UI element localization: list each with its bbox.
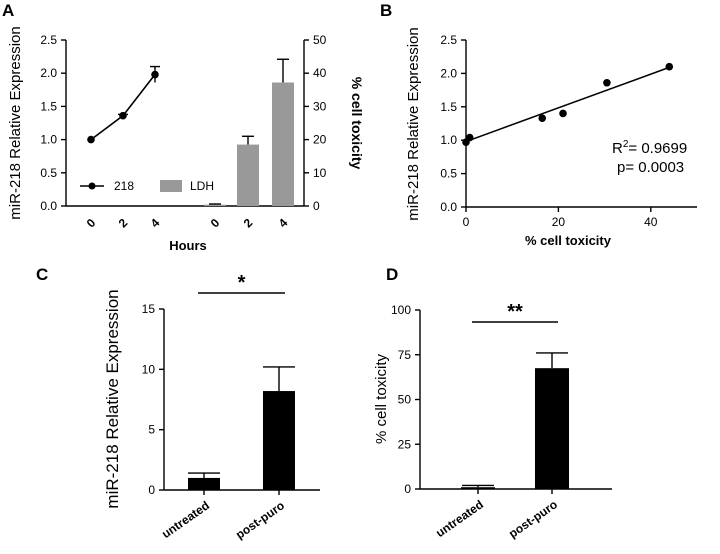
d-significance-marker: ** xyxy=(507,301,523,323)
b-regression-line xyxy=(465,66,670,143)
c-y-axis-title: miR-218 Relative Expression xyxy=(103,289,122,508)
b-y-tick-label-5: 2.5 xyxy=(440,33,457,47)
a-y2-tick-label-4: 40 xyxy=(313,66,327,80)
d-x-tick-label-1: post-puro xyxy=(506,497,560,541)
b-r-squared: R2= 0.9699 xyxy=(612,139,687,157)
a-y2-tick-label-5: 50 xyxy=(313,33,327,47)
b-x-tick-label-1: 20 xyxy=(552,215,566,229)
d-y-tick-label-3: 75 xyxy=(398,348,412,362)
c-y-tick-label-1: 5 xyxy=(148,423,155,437)
b-y-tick-label-2: 1.0 xyxy=(440,133,457,147)
b-r2-value: = 0.9699 xyxy=(628,140,687,157)
a-ldh-bar-1 xyxy=(237,144,259,206)
b-point-3 xyxy=(559,109,567,118)
c-bar-post-puro xyxy=(263,391,295,490)
a-x-tick-label-0: 0 xyxy=(84,215,99,230)
c-y-tick-label-0: 0 xyxy=(148,483,155,497)
d-y-tick-label-2: 50 xyxy=(398,393,412,407)
a-series-218-line xyxy=(90,74,156,141)
d-bar-untreated xyxy=(461,487,495,489)
a-legend-marker xyxy=(88,182,96,190)
a-ldh-bar-2 xyxy=(272,82,294,206)
a-y2-axis-title: % cell toxicity xyxy=(349,77,365,170)
d-y-tick-label-4: 100 xyxy=(391,303,411,317)
a-x-tick-label-3: 0 xyxy=(208,215,223,230)
c-y-tick-label-3: 15 xyxy=(142,302,156,316)
a-y2-tick-label-3: 30 xyxy=(313,99,327,113)
panel-b-chart: 0.00.51.01.52.02.50 20 40 % cell toxicity … xyxy=(405,27,697,248)
a-y-tick-label-0: 0.0 xyxy=(40,199,57,213)
c-bar-untreated xyxy=(188,477,220,490)
a-y-tick-label-5: 2.5 xyxy=(40,33,57,47)
a-218-point-2 xyxy=(151,70,159,79)
a-y2-tick-label-0: 0 xyxy=(313,199,320,213)
b-y-axis-title: miR-218 Relative Expression xyxy=(405,27,422,220)
a-218-point-1 xyxy=(119,111,127,120)
panel-label-c: C xyxy=(36,265,48,284)
a-y-tick-label-2: 1.0 xyxy=(40,133,57,147)
c-x-tick-label-0: untreated xyxy=(159,498,212,541)
b-x-tick-label-2: 40 xyxy=(644,215,658,229)
b-r2-prefix: R xyxy=(612,140,623,157)
d-bar-post-puro xyxy=(535,368,569,489)
d-x-tick-label-0: untreated xyxy=(433,497,486,540)
b-point-5 xyxy=(665,62,674,71)
a-y-tick-label-1: 0.5 xyxy=(40,166,57,180)
panel-label-a: A xyxy=(2,1,14,20)
a-legend-bar-swatch xyxy=(160,180,182,192)
d-y-tick-label-0: 0 xyxy=(404,482,411,496)
panel-label-d: D xyxy=(386,265,398,284)
d-y-axis-title: % cell toxicity xyxy=(373,353,390,444)
a-x-tick-label-4: 2 xyxy=(241,215,256,230)
b-x-tick-label-0: 0 xyxy=(463,215,470,229)
c-significance-marker: * xyxy=(238,272,246,294)
panel-c-chart: 0 5 10 15 untreated post-puro * miR-218 Relati… xyxy=(103,272,320,542)
b-r2-sup: 2 xyxy=(623,139,629,150)
a-x-tick-label-1: 2 xyxy=(116,215,131,230)
b-y-tick-label-3: 1.5 xyxy=(440,100,457,114)
b-y-tick-label-1: 0.5 xyxy=(440,167,457,181)
a-x-axis-title: Hours xyxy=(169,238,207,253)
c-x-tick-label-1: post-puro xyxy=(233,498,287,542)
b-y-tick-label-4: 2.0 xyxy=(440,66,457,80)
b-point-4 xyxy=(603,78,611,87)
a-y2-tick-label-2: 20 xyxy=(313,133,327,147)
panel-d-chart: 0 25 50 75 100 untreated post-puro ** % cell to… xyxy=(373,301,612,541)
c-y-tick-label-2: 10 xyxy=(142,362,156,376)
a-y-tick-label-4: 2.0 xyxy=(40,66,57,80)
a-y2-tick-label-1: 10 xyxy=(313,166,327,180)
a-legend-bar-label: LDH xyxy=(190,179,214,193)
b-point-1 xyxy=(465,133,474,142)
a-x-tick-label-5: 4 xyxy=(276,215,291,230)
a-218-point-0 xyxy=(87,135,95,144)
panel-label-b: B xyxy=(380,1,392,20)
b-y-tick-label-0: 0.0 xyxy=(440,200,457,214)
a-y-tick-label-3: 1.5 xyxy=(40,99,57,113)
b-p-value: p= 0.0003 xyxy=(617,159,684,176)
a-legend-line-label: 218 xyxy=(114,179,134,193)
a-ldh-bar-0 xyxy=(204,204,226,206)
a-y-axis-title: miR-218 Relative Expression xyxy=(7,26,24,219)
b-x-axis-title: % cell toxicity xyxy=(525,233,612,248)
a-x-tick-label-2: 4 xyxy=(148,215,163,230)
b-point-2 xyxy=(538,114,547,122)
d-y-tick-label-1: 25 xyxy=(398,437,412,451)
